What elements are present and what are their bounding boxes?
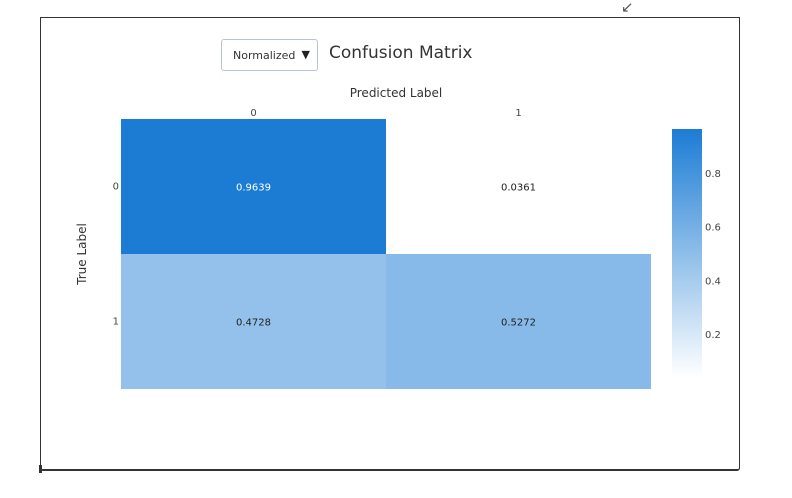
colorbar-rect (672, 129, 702, 378)
y-axis-ticks: 01 (113, 182, 119, 328)
chart-title: Confusion Matrix (329, 43, 473, 63)
y-tick-label-1: 1 (113, 317, 119, 328)
heatmap-cell-0-0 (121, 119, 386, 254)
cell-value-label-1-0: 0.4728 (236, 318, 271, 329)
heatmap-cell-1-1 (386, 254, 651, 389)
normalization-dropdown-value: Normalized (233, 49, 296, 62)
resize-handle-icon[interactable]: ↙ (621, 0, 634, 16)
colorbar-ticks: 0.2 0.4 0.6 0.8 (705, 169, 721, 341)
x-axis-title: Predicted Label (350, 86, 443, 100)
cell-value-label-0-0: 0.9639 (236, 183, 271, 194)
colorbar-tick-label: 0.2 (705, 330, 721, 341)
normalization-dropdown[interactable]: Normalized ▼ (221, 39, 318, 71)
heatmap-cells: 0.9639 0.0361 0.4728 0.5272 (121, 119, 651, 389)
x-tick-label-1: 1 (515, 108, 521, 119)
colorbar-tick-label: 0.8 (705, 169, 721, 180)
cell-value-label-1-1: 0.5272 (501, 318, 536, 329)
colorbar-tick-label: 0.6 (705, 223, 721, 234)
caret-down-icon: ▼ (301, 48, 310, 61)
colorbar: 0.2 0.4 0.6 0.8 (672, 129, 721, 378)
heatmap-cell-1-0 (121, 254, 386, 389)
y-axis-title: True Label (75, 223, 89, 286)
cell-value-label-0-1: 0.0361 (501, 183, 536, 194)
y-tick-label-0: 0 (113, 182, 119, 193)
heatmap-cell-0-1 (386, 119, 651, 254)
x-tick-label-0: 0 (250, 108, 256, 119)
colorbar-tick-label: 0.4 (705, 276, 721, 287)
